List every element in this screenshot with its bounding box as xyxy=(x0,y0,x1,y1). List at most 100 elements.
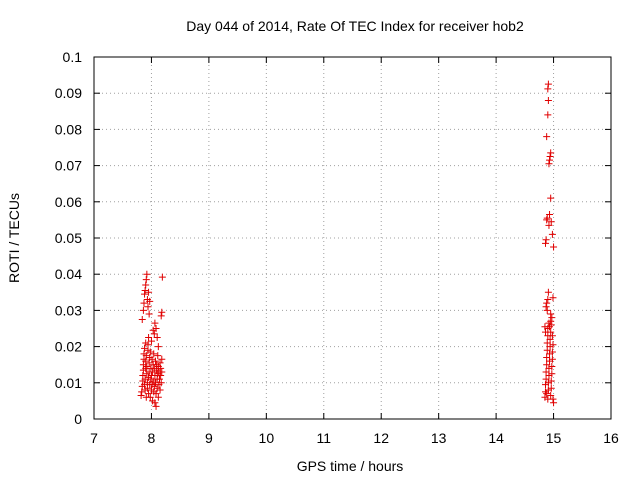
data-point xyxy=(149,368,157,376)
data-point xyxy=(542,388,550,396)
data-point xyxy=(151,399,159,407)
data-point xyxy=(545,221,553,229)
data-point xyxy=(142,281,150,289)
data-point xyxy=(145,310,153,318)
data-point xyxy=(549,341,557,349)
data-point xyxy=(544,111,552,119)
data-point xyxy=(158,273,166,281)
data-point xyxy=(548,230,556,238)
data-point xyxy=(146,393,154,401)
y-tick-label: 0.01 xyxy=(55,375,82,391)
data-points xyxy=(137,80,558,410)
y-tick-label: 0 xyxy=(74,411,82,427)
data-point xyxy=(157,364,165,372)
data-point xyxy=(546,156,554,164)
data-point xyxy=(145,334,153,342)
x-tick-label: 13 xyxy=(431,430,447,446)
y-tick-label: 0.09 xyxy=(55,85,82,101)
data-point xyxy=(150,350,158,358)
data-point xyxy=(139,361,147,369)
data-point xyxy=(544,379,552,387)
data-point xyxy=(158,308,166,316)
data-point xyxy=(153,384,161,392)
data-point xyxy=(144,303,152,311)
data-point xyxy=(155,375,163,383)
data-point xyxy=(542,375,550,383)
data-point xyxy=(157,312,165,320)
data-point xyxy=(546,335,554,343)
data-point xyxy=(548,314,556,322)
x-tick-label: 15 xyxy=(546,430,562,446)
y-tick-label: 0.02 xyxy=(55,339,82,355)
data-point xyxy=(544,395,552,403)
x-tick-label: 7 xyxy=(90,430,98,446)
data-point xyxy=(544,80,552,88)
data-point xyxy=(543,216,551,224)
data-point xyxy=(543,214,551,222)
data-point xyxy=(547,317,555,325)
data-point xyxy=(142,276,150,284)
data-point xyxy=(547,310,555,318)
data-point xyxy=(139,372,147,380)
data-point xyxy=(149,326,157,334)
data-point xyxy=(543,353,551,361)
data-point xyxy=(545,364,553,372)
data-point xyxy=(145,390,153,398)
data-point xyxy=(141,290,149,298)
data-point xyxy=(543,339,551,347)
data-point xyxy=(545,319,553,327)
data-point xyxy=(548,355,556,363)
y-tick-label: 0.07 xyxy=(55,158,82,174)
data-point xyxy=(547,384,555,392)
data-point xyxy=(153,361,161,369)
plot-frame xyxy=(93,56,612,420)
data-point xyxy=(549,294,557,302)
x-tick-label: 14 xyxy=(488,430,504,446)
data-point xyxy=(138,315,146,323)
data-point xyxy=(138,388,146,396)
data-point xyxy=(544,325,552,332)
data-point xyxy=(152,402,160,410)
data-point xyxy=(547,194,555,202)
data-point xyxy=(543,133,551,141)
axis-ticks: 7 8 9 10 11 12 13 14 15 16 0 0.01 0.02 0.03 0.04 0.05 0.… xyxy=(55,49,619,446)
data-point xyxy=(543,299,551,307)
data-point xyxy=(150,330,158,338)
x-tick-label: 10 xyxy=(259,430,275,446)
data-point xyxy=(542,236,550,244)
data-point xyxy=(152,325,160,332)
data-point xyxy=(546,343,554,351)
data-point xyxy=(542,303,550,311)
data-point xyxy=(145,359,153,367)
data-point xyxy=(141,344,149,352)
x-tick-label: 16 xyxy=(603,430,619,446)
data-point xyxy=(148,355,156,363)
data-point xyxy=(143,384,151,392)
y-tick-label: 0.06 xyxy=(55,194,82,210)
data-point xyxy=(546,210,554,218)
y-tick-label: 0.1 xyxy=(63,49,83,65)
y-tick-label: 0.04 xyxy=(55,266,82,282)
x-tick-label: 9 xyxy=(205,430,213,446)
data-point xyxy=(158,355,166,363)
data-point xyxy=(544,288,552,296)
data-point xyxy=(546,153,554,161)
data-point xyxy=(541,393,549,401)
data-point xyxy=(547,377,555,385)
data-point xyxy=(548,370,556,378)
data-point xyxy=(545,160,553,168)
x-tick-label: 8 xyxy=(148,430,156,446)
data-point xyxy=(544,96,552,104)
data-point xyxy=(547,218,555,226)
data-point xyxy=(543,306,551,314)
data-point xyxy=(547,391,555,399)
chart-title: Day 044 of 2014, Rate Of TEC Index for r… xyxy=(186,18,524,34)
data-point xyxy=(157,379,165,387)
data-point xyxy=(142,357,150,365)
x-tick-label: 12 xyxy=(373,430,389,446)
data-point xyxy=(541,323,549,331)
data-point xyxy=(545,372,553,380)
data-point xyxy=(151,357,159,365)
data-point xyxy=(150,382,158,390)
